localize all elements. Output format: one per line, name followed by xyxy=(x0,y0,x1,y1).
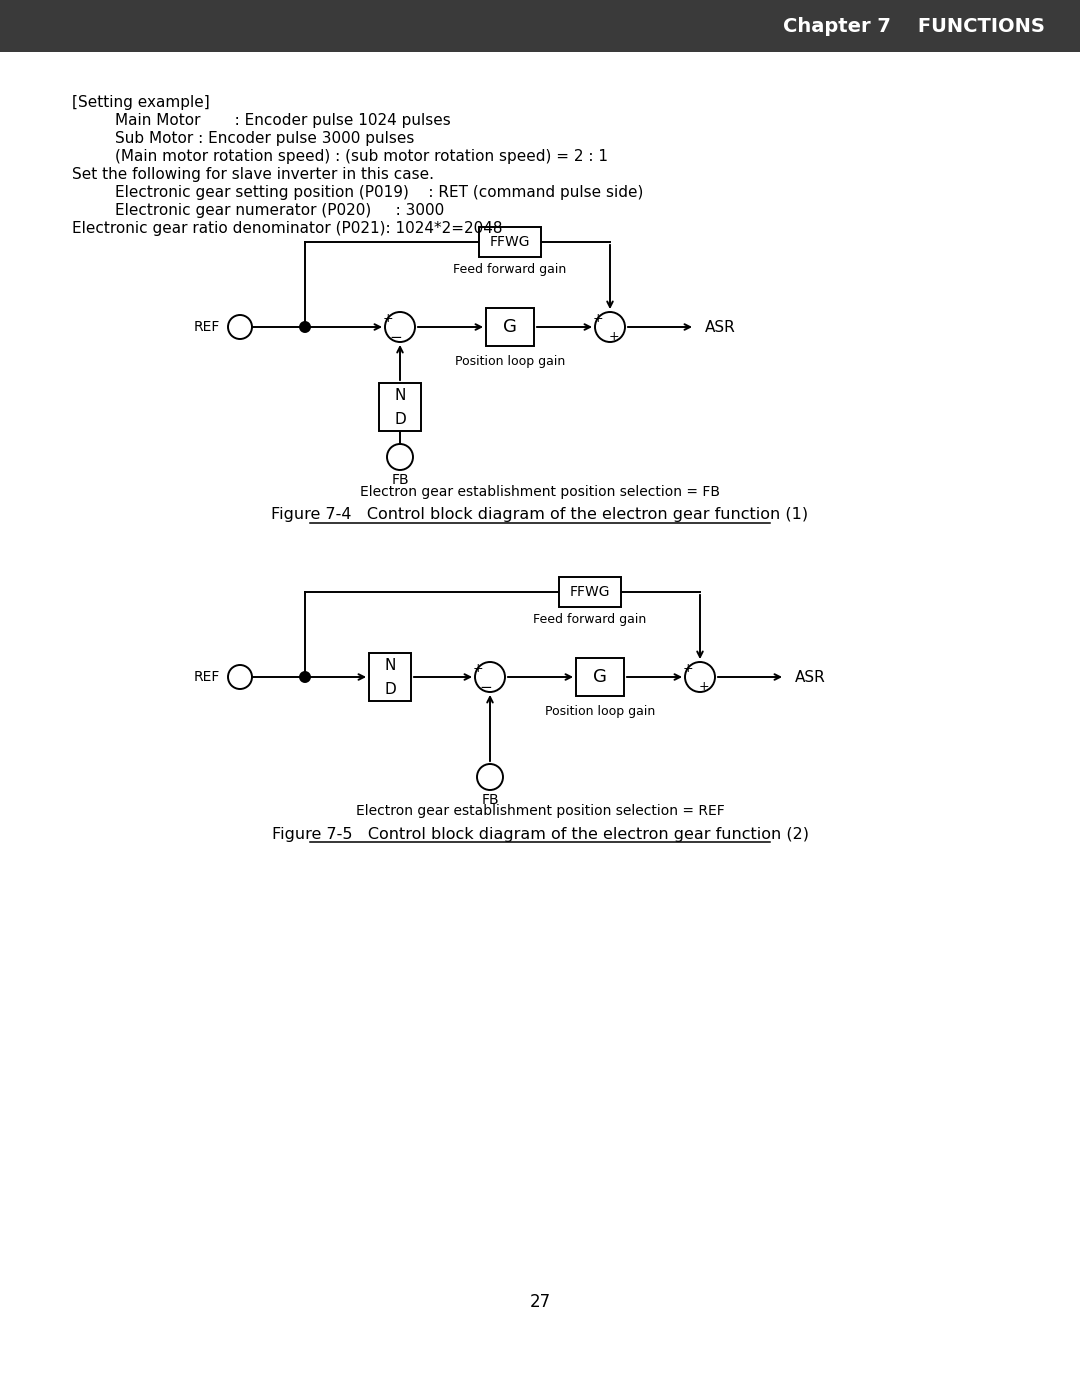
Text: [Setting example]: [Setting example] xyxy=(72,95,210,109)
Text: Electronic gear setting position (P019)    : RET (command pulse side): Electronic gear setting position (P019) … xyxy=(114,184,644,200)
Text: FB: FB xyxy=(391,474,409,488)
Bar xyxy=(576,658,624,696)
Text: Set the following for slave inverter in this case.: Set the following for slave inverter in … xyxy=(72,166,434,182)
Text: REF: REF xyxy=(193,320,220,334)
Text: +: + xyxy=(683,662,693,675)
Text: Chapter 7    FUNCTIONS: Chapter 7 FUNCTIONS xyxy=(783,17,1045,35)
Text: G: G xyxy=(593,668,607,686)
Text: FB: FB xyxy=(482,793,499,807)
Circle shape xyxy=(685,662,715,692)
Text: D: D xyxy=(394,412,406,426)
Circle shape xyxy=(595,312,625,342)
Text: FFWG: FFWG xyxy=(570,585,610,599)
Text: Feed forward gain: Feed forward gain xyxy=(534,612,647,626)
Text: Electron gear establishment position selection = FB: Electron gear establishment position sel… xyxy=(360,485,720,499)
Circle shape xyxy=(300,321,310,332)
Text: 27: 27 xyxy=(529,1294,551,1310)
Text: Position loop gain: Position loop gain xyxy=(455,355,565,367)
Bar xyxy=(0,0,1080,52)
Text: FFWG: FFWG xyxy=(489,235,530,249)
Text: +: + xyxy=(699,680,710,693)
Text: −: − xyxy=(480,679,492,694)
Bar xyxy=(559,577,621,608)
Circle shape xyxy=(387,444,413,469)
Text: (Main motor rotation speed) : (sub motor rotation speed) = 2 : 1: (Main motor rotation speed) : (sub motor… xyxy=(114,148,608,163)
Circle shape xyxy=(475,662,505,692)
Circle shape xyxy=(477,764,503,789)
Text: +: + xyxy=(382,313,393,326)
Circle shape xyxy=(228,314,252,339)
Text: −: − xyxy=(390,330,403,345)
Text: G: G xyxy=(503,319,517,337)
Bar xyxy=(486,307,534,346)
Bar xyxy=(480,226,541,257)
Text: Feed forward gain: Feed forward gain xyxy=(454,263,567,275)
Text: N: N xyxy=(384,658,395,672)
Text: Figure 7-4   Control block diagram of the electron gear function (1): Figure 7-4 Control block diagram of the … xyxy=(271,507,809,522)
Text: N: N xyxy=(394,387,406,402)
Text: Position loop gain: Position loop gain xyxy=(545,704,656,718)
Text: ASR: ASR xyxy=(795,669,826,685)
Bar xyxy=(379,383,421,432)
Circle shape xyxy=(228,665,252,689)
Circle shape xyxy=(300,672,310,682)
Text: REF: REF xyxy=(193,671,220,685)
Bar xyxy=(369,652,411,701)
Text: Electronic gear ratio denominator (P021): 1024*2=2048: Electronic gear ratio denominator (P021)… xyxy=(72,221,502,236)
Text: Electron gear establishment position selection = REF: Electron gear establishment position sel… xyxy=(355,805,725,819)
Text: D: D xyxy=(384,682,396,697)
Text: +: + xyxy=(473,662,484,676)
Text: +: + xyxy=(609,331,619,344)
Text: Main Motor       : Encoder pulse 1024 pulses: Main Motor : Encoder pulse 1024 pulses xyxy=(114,113,450,127)
Text: +: + xyxy=(593,312,604,324)
Text: Figure 7-5   Control block diagram of the electron gear function (2): Figure 7-5 Control block diagram of the … xyxy=(271,827,809,841)
Text: ASR: ASR xyxy=(705,320,735,334)
Circle shape xyxy=(384,312,415,342)
Text: Electronic gear numerator (P020)     : 3000: Electronic gear numerator (P020) : 3000 xyxy=(114,203,444,218)
Text: Sub Motor : Encoder pulse 3000 pulses: Sub Motor : Encoder pulse 3000 pulses xyxy=(114,130,415,145)
